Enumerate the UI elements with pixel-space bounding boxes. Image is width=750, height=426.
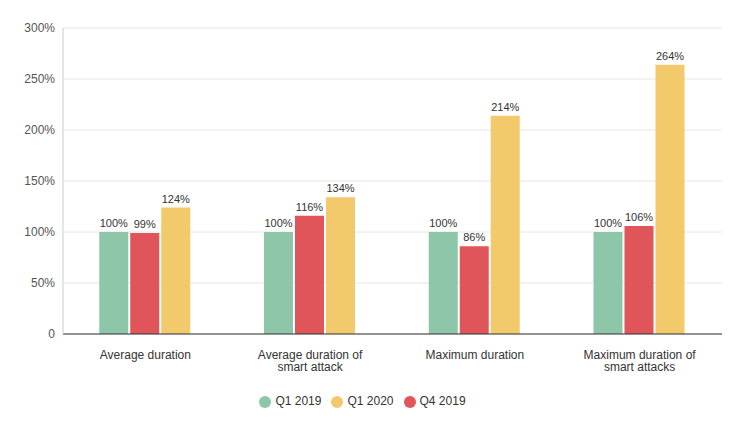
svg-text:0: 0 <box>48 327 55 341</box>
svg-text:50%: 50% <box>31 276 55 290</box>
svg-text:100%: 100% <box>429 217 457 229</box>
svg-text:134%: 134% <box>326 182 354 194</box>
svg-text:100%: 100% <box>264 217 292 229</box>
svg-text:106%: 106% <box>625 211 653 223</box>
svg-text:100%: 100% <box>594 217 622 229</box>
html-text:Q4 2019: Q4 2019 <box>419 394 466 408</box>
svg-text:214%: 214% <box>491 101 519 113</box>
html-text:Q1 2020: Q1 2020 <box>347 394 394 408</box>
svg-text:Average duration: Average duration <box>100 348 191 362</box>
svg-text:264%: 264% <box>656 50 684 62</box>
svg-text:150%: 150% <box>24 174 55 188</box>
svg-text:100%: 100% <box>100 217 128 229</box>
svg-text:Average duration ofsmart attac: Average duration ofsmart attack <box>258 348 363 374</box>
svg-text:86%: 86% <box>463 231 485 243</box>
svg-text:Maximum duration: Maximum duration <box>426 348 525 362</box>
svg-text:124%: 124% <box>162 193 190 205</box>
html-text:Q1 2019: Q1 2019 <box>275 394 322 408</box>
svg-text:200%: 200% <box>24 123 55 137</box>
svg-text:100%: 100% <box>24 225 55 239</box>
svg-text:116%: 116% <box>296 201 324 213</box>
svg-text:Maximum duration ofsmart attac: Maximum duration ofsmart attacks <box>584 348 697 374</box>
svg-text:99%: 99% <box>134 218 156 230</box>
svg-text:300%: 300% <box>24 21 55 35</box>
svg-text:250%: 250% <box>24 72 55 86</box>
